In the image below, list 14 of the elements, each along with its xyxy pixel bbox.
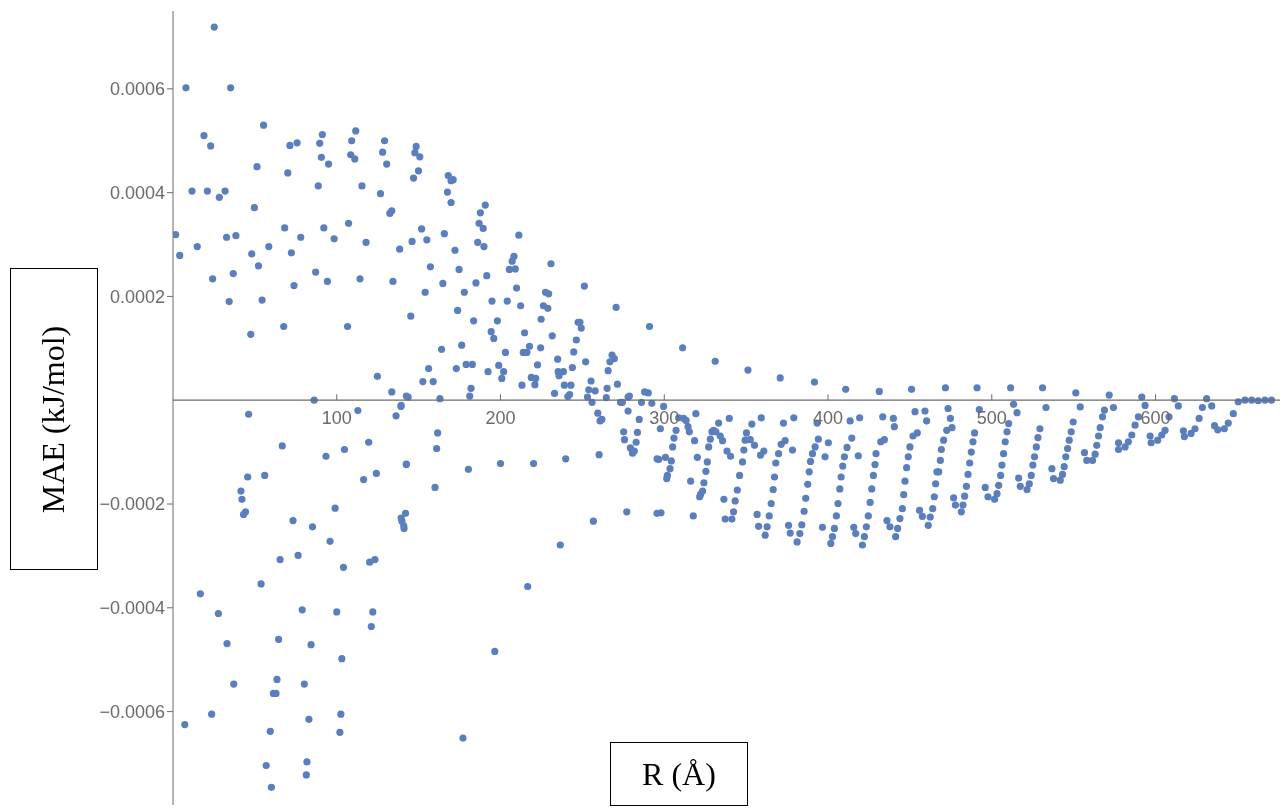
y-tick-label: −0.0006 [99, 701, 165, 722]
y-tick-label: 0.0004 [109, 183, 165, 204]
y-tick-label: 0.0002 [109, 286, 165, 307]
x-tick-label: 200 [485, 408, 516, 429]
y-axis-title: MAE (kJ/mol) [35, 325, 73, 513]
y-tick-label: 0.0006 [109, 79, 165, 100]
x-tick-label: 600 [1140, 408, 1171, 429]
x-axis-title: R (Å) [610, 742, 748, 806]
y-tick-label: −0.0002 [99, 494, 165, 515]
x-tick-label: 500 [976, 408, 1007, 429]
y-tick-label: −0.0004 [99, 598, 165, 619]
x-tick-label: 300 [649, 408, 680, 429]
x-tick-label: 100 [321, 408, 352, 429]
x-tick-label: 400 [813, 408, 844, 429]
